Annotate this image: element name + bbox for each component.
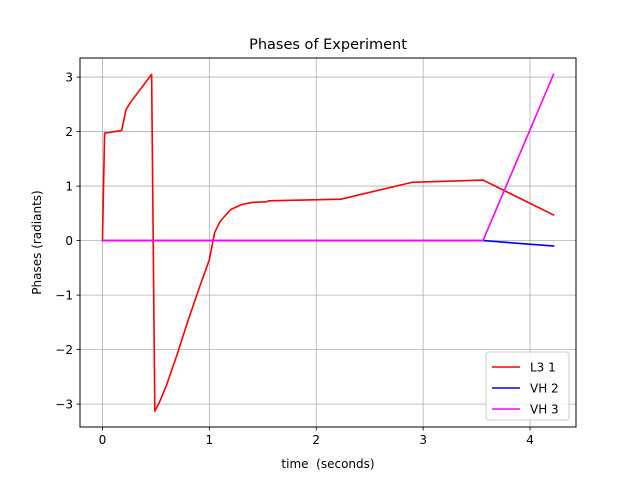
y-tick-label: 0 bbox=[65, 234, 73, 248]
x-tick-label: 0 bbox=[99, 433, 107, 447]
legend: L3 1 VH 2 VH 3 bbox=[485, 351, 570, 421]
x-tick-label: 1 bbox=[206, 433, 214, 447]
series-line-vh-3 bbox=[101, 73, 555, 242]
x-axis-ticks: 0 1 2 3 4 bbox=[99, 427, 534, 447]
legend-box bbox=[485, 351, 570, 421]
legend-label-vh-2: VH 2 bbox=[530, 382, 559, 396]
y-tick-label: −1 bbox=[55, 289, 73, 303]
y-tick-label: 2 bbox=[65, 125, 73, 139]
series-lines bbox=[101, 73, 555, 412]
y-tick-label: −3 bbox=[55, 398, 73, 412]
series-line-l3-1 bbox=[101, 73, 555, 412]
x-tick-label: 4 bbox=[526, 433, 534, 447]
y-tick-label: 1 bbox=[65, 180, 73, 194]
x-tick-label: 3 bbox=[419, 433, 427, 447]
y-tick-label: −2 bbox=[55, 343, 73, 357]
plot-frame bbox=[79, 57, 577, 428]
y-tick-label: 3 bbox=[65, 71, 73, 85]
legend-label-l3-1: L3 1 bbox=[530, 361, 556, 375]
y-axis-ticks: −3 −2 −1 0 1 2 3 bbox=[55, 71, 80, 412]
grid-lines bbox=[80, 58, 576, 427]
chart-title: Phases of Experiment bbox=[249, 37, 407, 53]
x-axis-label: time (seconds) bbox=[281, 457, 374, 471]
x-tick-label: 2 bbox=[312, 433, 320, 447]
y-axis-label: Phases (radiants) bbox=[30, 190, 44, 294]
legend-label-vh-3: VH 3 bbox=[530, 403, 559, 417]
